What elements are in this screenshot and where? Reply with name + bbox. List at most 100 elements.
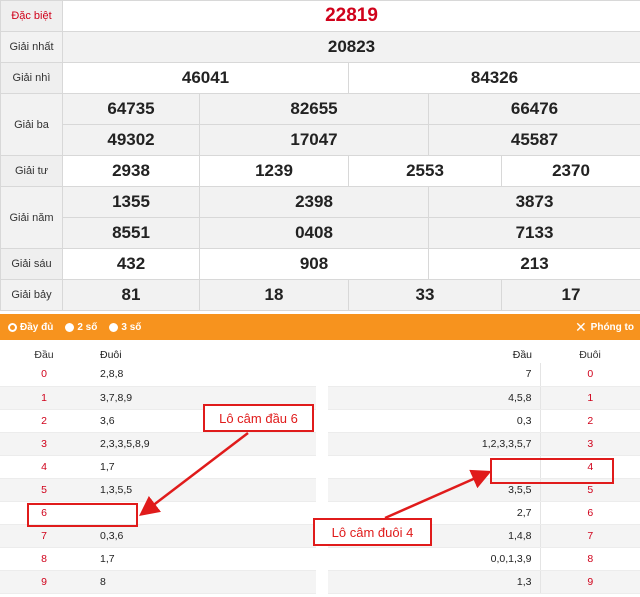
label-dac-biet: Đặc biệt	[0, 0, 63, 32]
prize-giai-tu-1: 2938	[62, 155, 200, 187]
label-giai-nam: Giải năm	[0, 186, 63, 249]
lo-row: 4 1,7	[0, 455, 316, 479]
prize-giai-ba-3: 66476	[427, 93, 640, 125]
lo-dau-cell: 7	[328, 363, 540, 387]
lo-duoi-cell: 0,3,6	[88, 524, 316, 548]
expand-icon: ✕	[574, 319, 587, 335]
header-dau: Đầu	[34, 349, 54, 361]
row-dac-biet: Đặc biệt 22819	[0, 0, 640, 32]
label-giai-nhi: Giải nhì	[0, 62, 63, 94]
lo-dau-cell: 4	[0, 455, 88, 479]
prize-giai-nam-4: 8551	[62, 217, 200, 249]
row-giai-nhat: Giải nhất 20823	[0, 31, 640, 63]
lo-dau-cell: 0	[0, 363, 88, 387]
option-three-label: 3 số	[121, 321, 142, 333]
lo-dau-cell: 1,2,3,3,5,7	[328, 432, 540, 456]
row-giai-nhi: Giải nhì 46041 84326	[0, 62, 640, 94]
lo-row: 5 1,3,5,5	[0, 478, 316, 502]
lo-row: 0,3 2	[328, 409, 640, 433]
lo-row: 0 2,8,8	[0, 363, 316, 387]
zoom-label: Phóng to	[590, 321, 634, 333]
lo-duoi-cell: 9	[539, 570, 640, 594]
row-giai-ba-1: Giải ba 64735 82655 66476	[0, 93, 640, 156]
radio-icon[interactable]	[109, 322, 119, 332]
prize-giai-bay-1: 81	[62, 279, 200, 311]
lo-duoi-cell: 6	[539, 501, 640, 525]
lo-dau-cell: 4,5,8	[328, 386, 540, 410]
lo-row: 7 0,3,6	[0, 524, 316, 548]
prize-giai-ba-1: 64735	[62, 93, 200, 125]
label-giai-ba: Giải ba	[0, 93, 63, 156]
lo-row: 1,3 9	[328, 570, 640, 594]
lo-row: 8 1,7	[0, 547, 316, 571]
lo-duoi-cell: 4	[539, 455, 640, 479]
row-giai-nam-2: 8551 0408 7133	[1, 217, 640, 249]
label-giai-bay: Giải bảy	[0, 279, 63, 311]
option-full-label: Đầy đủ	[20, 321, 54, 333]
lo-row: 4,5,8 1	[328, 386, 640, 410]
lo-dau-cell: 7	[0, 524, 88, 548]
lo-by-tail-table: Đầu Đuôi 7 0 4,5,8 1 0,3 2 1,2,3,3,5,7 3 4 3,5,5 5…	[328, 347, 640, 594]
prize-giai-nam-2: 2398	[199, 186, 429, 218]
prize-giai-nhat: 20823	[61, 31, 640, 63]
option-two-digits[interactable]: 2 số	[65, 322, 97, 333]
lo-duoi-cell: 0	[539, 363, 640, 387]
lo-dau-cell: 9	[0, 570, 88, 594]
lo-dau-cell: 2	[0, 409, 88, 433]
callout-duoi-4: Lô câm đuôi 4	[313, 518, 432, 546]
lo-dau-cell: 0,0,1,3,9	[328, 547, 540, 571]
lo-duoi-cell: 2,8,8	[88, 363, 316, 387]
radio-checked-icon[interactable]	[8, 322, 17, 332]
highlight-dau-6	[27, 503, 138, 527]
lo-duoi-cell: 1,7	[88, 547, 316, 571]
lo-by-head-table: Đầu Đuôi 0 2,8,8 1 3,7,8,9 2 3,6 3 2,3,3,5,8,9 4…	[0, 347, 316, 594]
prize-giai-sau-2: 908	[199, 248, 429, 280]
lo-left-rows: 0 2,8,8 1 3,7,8,9 2 3,6 3 2,3,3,5,8,9 4 1,7 5 1,3,5…	[0, 363, 316, 594]
header-duoi: Đuôi	[100, 349, 122, 361]
row-giai-bay: Giải bảy 81 18 33 17	[0, 279, 640, 311]
lo-dau-cell: 0,3	[328, 409, 540, 433]
display-options-bar: Đầy đủ 2 số 3 số ✕ Phóng to	[0, 314, 640, 340]
prize-giai-nam-5: 0408	[199, 217, 429, 249]
header-dau: Đầu	[512, 349, 532, 361]
prize-dac-biet: 22819	[61, 0, 640, 32]
callout-dau-6: Lô câm đầu 6	[203, 404, 314, 432]
prize-giai-tu-3: 2553	[348, 155, 502, 187]
results-table: Đặc biệt 22819 Giải nhất 20823 Giải nhì …	[0, 0, 640, 311]
prize-giai-tu-4: 2370	[500, 155, 640, 187]
lo-dau-cell: 6	[0, 501, 88, 525]
option-three-digits[interactable]: 3 số	[109, 322, 141, 333]
label-giai-tu: Giải tư	[0, 155, 63, 187]
prize-giai-nhi-1: 46041	[62, 62, 349, 94]
zoom-button[interactable]: ✕ Phóng to	[575, 320, 634, 334]
lo-duoi-cell: 3	[539, 432, 640, 456]
lo-dau-cell: 5	[0, 478, 88, 502]
lo-row: 3 2,3,3,5,8,9	[0, 432, 316, 456]
prize-giai-nam-1: 1355	[62, 186, 200, 218]
prize-giai-sau-3: 213	[427, 248, 640, 280]
lo-dau-cell: 1	[0, 386, 88, 410]
header-duoi: Đuôi	[579, 349, 601, 361]
lo-duoi-cell: 1,3,5,5	[88, 478, 316, 502]
prize-giai-nhi-2: 84326	[347, 62, 640, 94]
lo-dau-cell: 1,3	[328, 570, 540, 594]
radio-icon[interactable]	[65, 322, 75, 332]
row-giai-sau: Giải sáu 432 908 213	[0, 248, 640, 280]
row-giai-tu: Giải tư 2938 1239 2553 2370	[0, 155, 640, 187]
prize-giai-ba-2: 82655	[199, 93, 429, 125]
lo-duoi-cell: 2	[539, 409, 640, 433]
prize-giai-bay-4: 17	[500, 279, 640, 311]
row-giai-nam-1: Giải năm 1355 2398 3873	[0, 186, 640, 249]
lo-duoi-cell: 8	[539, 547, 640, 571]
option-full[interactable]: Đầy đủ	[8, 322, 53, 333]
prize-giai-bay-3: 33	[348, 279, 502, 311]
lo-row: 1,2,3,3,5,7 3	[328, 432, 640, 456]
label-giai-nhat: Giải nhất	[0, 31, 63, 63]
prize-giai-bay-2: 18	[199, 279, 349, 311]
prize-giai-nam-6: 7133	[427, 217, 640, 249]
label-giai-sau: Giải sáu	[0, 248, 63, 280]
prize-giai-ba-4: 49302	[62, 124, 200, 156]
lo-row: 0,0,1,3,9 8	[328, 547, 640, 571]
